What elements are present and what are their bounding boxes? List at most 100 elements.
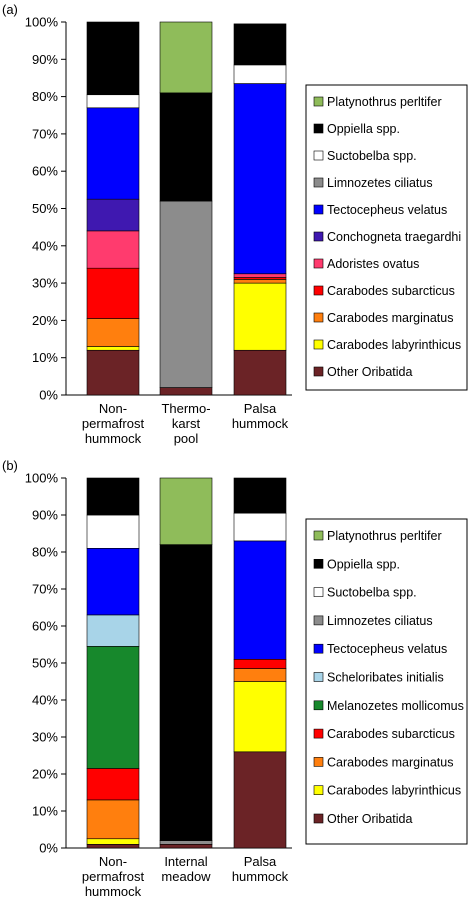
- bar-segment: [86, 477, 140, 516]
- bar-segment: [233, 83, 287, 275]
- bar-segment: [233, 349, 287, 396]
- legend-swatch: [313, 96, 324, 107]
- y-tick-label: 50%: [32, 201, 58, 216]
- y-tick-label: 20%: [32, 313, 58, 328]
- bar-segment: [233, 64, 287, 84]
- x-category-label: karst: [172, 416, 201, 431]
- legend-label: Melanozetes mollicomus: [327, 699, 464, 713]
- legend-swatch: [313, 177, 324, 188]
- bar-segment: [233, 751, 287, 849]
- legend-label: Tectocepheus velatus: [327, 203, 447, 217]
- y-tick-label: 100%: [25, 471, 59, 486]
- bar-segment: [159, 477, 213, 545]
- bar-segment: [86, 346, 140, 351]
- bar-segment: [86, 547, 140, 616]
- bar-segment: [233, 681, 287, 753]
- x-category-label: permafrost: [82, 869, 145, 884]
- legend-swatch: [313, 312, 324, 323]
- bar-segment: [86, 230, 140, 269]
- legend-box: [305, 84, 468, 391]
- legend-label: Carabodes marginatus: [327, 755, 453, 769]
- bar-segment: [233, 23, 287, 66]
- bar-segment: [233, 279, 287, 284]
- bar-segment: [86, 646, 140, 769]
- legend-label: Limnozetes ciliatus: [327, 176, 433, 190]
- chart-panel-b: (b) 0% 10% 20% 30% 40% 50% 60% 70% 80% 90% 100% Non-…: [2, 458, 468, 899]
- legend-label: Suctobelba spp.: [327, 149, 417, 163]
- legend-swatch: [313, 785, 324, 796]
- legend-swatch: [313, 285, 324, 296]
- bar-segment: [159, 200, 213, 388]
- x-category-label: hummock: [232, 869, 289, 884]
- legend-label: Carabodes marginatus: [327, 311, 453, 325]
- bar-segment: [86, 614, 140, 647]
- y-tick-label: 40%: [32, 238, 58, 253]
- bar-segment: [233, 658, 287, 669]
- legend-swatch: [313, 728, 324, 739]
- legend-swatch: [313, 700, 324, 711]
- bar-segment: [159, 840, 213, 845]
- chart-panel-a: (a) 0% 10% 20% 30% 40% 50% 60% 70% 80% 90% 100% Non-…: [2, 2, 468, 446]
- bar-segment: [159, 92, 213, 202]
- x-category-label: Non-: [99, 854, 127, 869]
- legend-swatch: [313, 672, 324, 682]
- legend-label: Adoristes ovatus: [327, 257, 419, 271]
- y-tick-label: 30%: [32, 276, 58, 291]
- x-category-label: Internal: [164, 854, 207, 869]
- y-tick-label: 40%: [32, 693, 58, 708]
- panel-label: (b): [2, 458, 18, 473]
- x-category-label: hummock: [85, 431, 142, 446]
- legend-swatch: [313, 366, 324, 377]
- legend-swatch: [313, 123, 324, 134]
- legend-swatch: [313, 587, 324, 597]
- panel-label: (a): [2, 2, 18, 17]
- bar-segment: [86, 838, 140, 845]
- x-category-label: Non-: [99, 401, 127, 416]
- bar-segment: [159, 843, 213, 849]
- bar-segment: [86, 799, 140, 840]
- y-tick-label: 30%: [32, 730, 58, 745]
- y-tick-label: 90%: [32, 508, 58, 523]
- bar-segment: [86, 107, 140, 200]
- x-category-label: Palsa: [244, 401, 277, 416]
- legend-label: Oppiella spp.: [327, 122, 400, 136]
- bar-segment: [159, 544, 213, 841]
- y-tick-label: 70%: [32, 126, 58, 141]
- y-tick-label: 80%: [32, 89, 58, 104]
- legend-swatch: [313, 150, 324, 161]
- y-tick-label: 80%: [32, 545, 58, 560]
- y-tick-label: 70%: [32, 582, 58, 597]
- bar-segment: [233, 668, 287, 682]
- legend-swatch: [313, 258, 324, 269]
- legend-label: Other Oribatida: [327, 812, 413, 826]
- y-tick-label: 10%: [32, 350, 58, 365]
- y-tick-label: 90%: [32, 52, 58, 67]
- y-tick-label: 50%: [32, 656, 58, 671]
- y-tick-label: 0%: [39, 841, 58, 856]
- bar-segment: [86, 267, 140, 319]
- legend-label: Tectocepheus velatus: [327, 642, 447, 656]
- legend-label: Oppiella spp.: [327, 557, 400, 571]
- y-tick-label: 60%: [32, 164, 58, 179]
- legend-label: Platynothrus perltifer: [327, 95, 442, 109]
- bar-segment: [233, 512, 287, 542]
- bar-segment: [233, 477, 287, 514]
- legend-label: Platynothrus perltifer: [327, 529, 442, 543]
- legend-swatch: [313, 530, 324, 541]
- legend-label: Other Oribatida: [327, 365, 413, 379]
- y-tick-label: 0%: [39, 388, 58, 403]
- legend-label: Carabodes labyrinthicus: [327, 784, 461, 798]
- legend-swatch: [313, 643, 324, 654]
- y-tick-label: 20%: [32, 767, 58, 782]
- y-tick-label: 60%: [32, 619, 58, 634]
- legend-label: Carabodes subarcticus: [327, 284, 455, 298]
- x-category-label: Palsa: [244, 854, 277, 869]
- legend-swatch: [313, 813, 324, 824]
- legend-swatch: [313, 231, 324, 242]
- bar-segment: [159, 21, 213, 94]
- bar-segment: [86, 21, 140, 96]
- legend-swatch: [313, 339, 324, 350]
- bar-segment: [86, 843, 140, 849]
- bar-segment: [86, 768, 140, 801]
- x-category-label: meadow: [161, 869, 211, 884]
